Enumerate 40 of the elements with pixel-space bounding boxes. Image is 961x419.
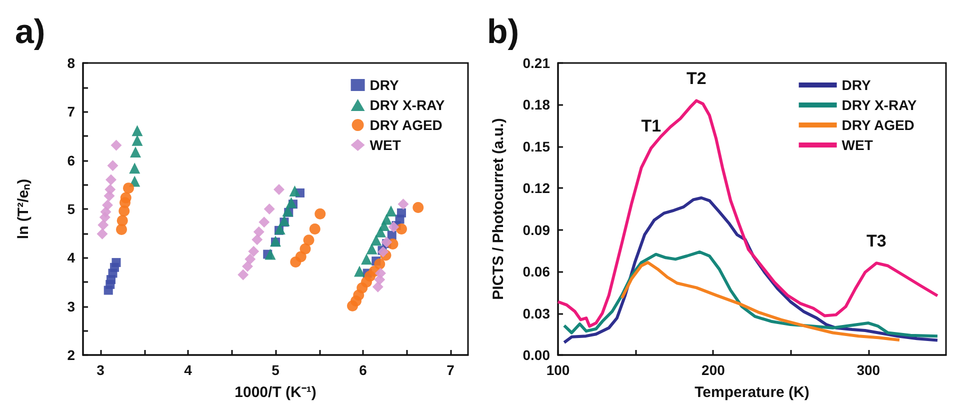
legend-label: WET — [842, 137, 874, 153]
chart-title: b) — [487, 13, 520, 51]
y-tick-label: 4 — [67, 250, 76, 266]
y-tick-label: 2 — [67, 347, 76, 363]
y-tick-label: 0.09 — [522, 222, 550, 238]
x-axis-title: 1000/T (K⁻¹) — [234, 384, 316, 401]
y-tick-label: 0.06 — [522, 264, 550, 280]
annotation: T3 — [866, 232, 886, 251]
y-tick-label: 0.12 — [522, 180, 550, 196]
x-tick-label: 4 — [184, 362, 192, 378]
legend-label: WET — [370, 137, 402, 153]
legend-label: DRY AGED — [842, 117, 914, 133]
y-tick-label: 0.00 — [522, 347, 550, 363]
y-axis-title: PICTS / Photocurret (a.u.) — [490, 118, 507, 300]
y-tick-label: 3 — [67, 298, 76, 314]
legend-label: DRY AGED — [370, 117, 442, 133]
chart-title: a) — [15, 13, 46, 51]
annotation: T1 — [641, 116, 662, 136]
annotation: T2 — [686, 69, 706, 88]
x-tick-label: 5 — [272, 362, 280, 378]
legend-label: DRY X-RAY — [842, 97, 918, 113]
y-tick-label: 5 — [67, 201, 76, 217]
y-tick-label: 0.03 — [522, 305, 550, 322]
x-tick-label: 300 — [856, 362, 880, 378]
y-tick-label: 0.18 — [522, 96, 550, 113]
legend-label: DRY — [842, 77, 872, 93]
y-tick-label: 0.15 — [522, 138, 550, 154]
y-axis-title: ln (T²/eₙ) — [15, 178, 32, 240]
x-tick-label: 100 — [546, 362, 570, 378]
x-tick-label: 7 — [446, 362, 455, 378]
y-tick-label: 0.21 — [522, 55, 550, 71]
x-tick-label: 200 — [702, 362, 726, 378]
x-axis-title: Temperature (K) — [694, 384, 810, 401]
y-tick-label: 7 — [67, 104, 76, 120]
x-tick-label: 3 — [96, 362, 105, 378]
x-tick-label: 6 — [359, 362, 368, 378]
y-tick-label: 8 — [67, 55, 76, 71]
legend-label: DRY — [370, 77, 400, 93]
legend-label: DRY X-RAY — [370, 97, 446, 113]
y-tick-label: 6 — [67, 152, 76, 168]
